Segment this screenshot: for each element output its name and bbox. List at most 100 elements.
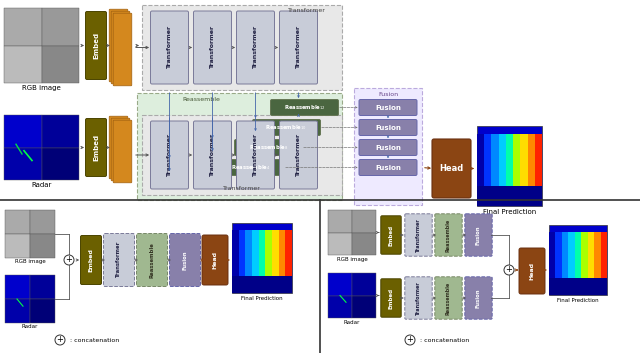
Bar [232,223,292,293]
Text: Head: Head [440,164,463,173]
Bar [581,232,588,288]
FancyBboxPatch shape [86,119,106,176]
Circle shape [64,255,74,265]
Text: Fusion: Fusion [182,250,188,270]
Text: RGB image: RGB image [15,259,45,264]
Bar [352,273,376,295]
Text: Embed: Embed [93,134,99,161]
Text: Transformer: Transformer [416,218,421,252]
FancyBboxPatch shape [193,11,232,84]
Bar [328,295,352,318]
FancyBboxPatch shape [109,116,128,179]
Text: +: + [506,265,513,275]
Text: Head: Head [529,262,534,280]
Bar [594,232,600,288]
Bar [352,210,376,233]
Text: Reassemble: Reassemble [446,219,451,252]
FancyBboxPatch shape [465,277,492,319]
Bar [352,233,376,255]
FancyBboxPatch shape [237,11,275,84]
Bar [4,148,42,180]
Bar [42,148,79,180]
Text: Embed: Embed [388,287,394,309]
Bar [232,230,239,286]
Bar [42,8,79,46]
Text: Transformer: Transformer [223,186,261,191]
Bar [556,232,562,288]
Text: +: + [56,335,63,345]
Bar [5,299,30,323]
Bar [252,230,259,286]
Text: Reassemble$_{10}$: Reassemble$_{10}$ [266,123,308,132]
FancyBboxPatch shape [280,11,317,84]
Circle shape [504,265,514,275]
Text: +: + [65,256,72,264]
Text: Reassemble$_{4}$: Reassemble$_{4}$ [230,163,270,172]
FancyBboxPatch shape [193,121,232,189]
Bar [600,232,607,288]
Text: Reassemble$_{8}$: Reassemble$_{8}$ [248,143,289,152]
Text: Transformer: Transformer [416,281,421,315]
Bar [499,134,506,198]
FancyBboxPatch shape [435,277,462,319]
Bar [477,126,542,206]
FancyBboxPatch shape [111,118,130,181]
Text: RGB image: RGB image [337,257,367,262]
FancyBboxPatch shape [113,13,132,86]
FancyBboxPatch shape [136,233,168,287]
Text: Fusion: Fusion [375,144,401,150]
FancyBboxPatch shape [359,120,417,136]
Text: Transformer: Transformer [253,26,258,69]
FancyBboxPatch shape [237,121,275,189]
Bar [272,230,278,286]
FancyBboxPatch shape [381,216,401,254]
Text: Transformer: Transformer [167,133,172,176]
Text: Reassemble: Reassemble [182,97,220,102]
Text: Embed: Embed [93,32,99,59]
Bar [575,232,581,288]
Bar [42,46,79,83]
FancyBboxPatch shape [280,121,317,189]
FancyBboxPatch shape [234,139,303,156]
Bar [535,134,542,198]
FancyBboxPatch shape [519,248,545,294]
Text: Fusion: Fusion [375,125,401,131]
FancyBboxPatch shape [405,277,432,319]
Circle shape [55,335,65,345]
Text: Reassemble$_{12}$: Reassemble$_{12}$ [284,103,326,112]
Bar [588,232,594,288]
FancyBboxPatch shape [216,160,285,175]
Bar [513,134,520,198]
Text: Transformer: Transformer [253,133,258,176]
Text: Fusion: Fusion [378,92,398,97]
FancyBboxPatch shape [435,214,462,256]
FancyBboxPatch shape [150,121,189,189]
Text: Radar: Radar [22,324,38,329]
Text: Reassemble: Reassemble [446,281,451,315]
FancyBboxPatch shape [81,235,102,285]
Bar [30,275,55,299]
Bar [568,232,575,288]
Text: Transformer: Transformer [296,26,301,69]
Bar [5,234,30,258]
FancyBboxPatch shape [86,12,106,79]
Text: Transformer: Transformer [210,133,215,176]
Bar [142,5,342,90]
Text: Radar: Radar [344,319,360,324]
Text: Transformer: Transformer [116,242,122,278]
Bar [549,232,556,288]
Text: : concatenation: : concatenation [420,337,469,342]
Bar [520,134,527,198]
Bar [328,233,352,255]
Bar [352,295,376,318]
Bar [232,275,292,293]
Bar [562,232,568,288]
Bar [142,115,342,195]
Bar [30,234,55,258]
FancyBboxPatch shape [405,214,432,256]
Bar [5,210,30,234]
Text: Final Prediction: Final Prediction [557,298,599,303]
FancyBboxPatch shape [359,100,417,115]
Bar [5,275,30,299]
Bar [506,134,513,198]
